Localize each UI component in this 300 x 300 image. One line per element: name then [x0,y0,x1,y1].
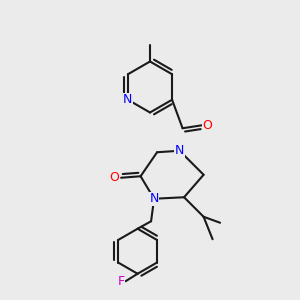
Text: F: F [118,275,124,288]
Text: N: N [123,93,133,106]
Text: O: O [110,171,119,184]
Text: O: O [202,119,212,132]
Text: N: N [149,192,159,205]
Text: N: N [175,144,184,157]
